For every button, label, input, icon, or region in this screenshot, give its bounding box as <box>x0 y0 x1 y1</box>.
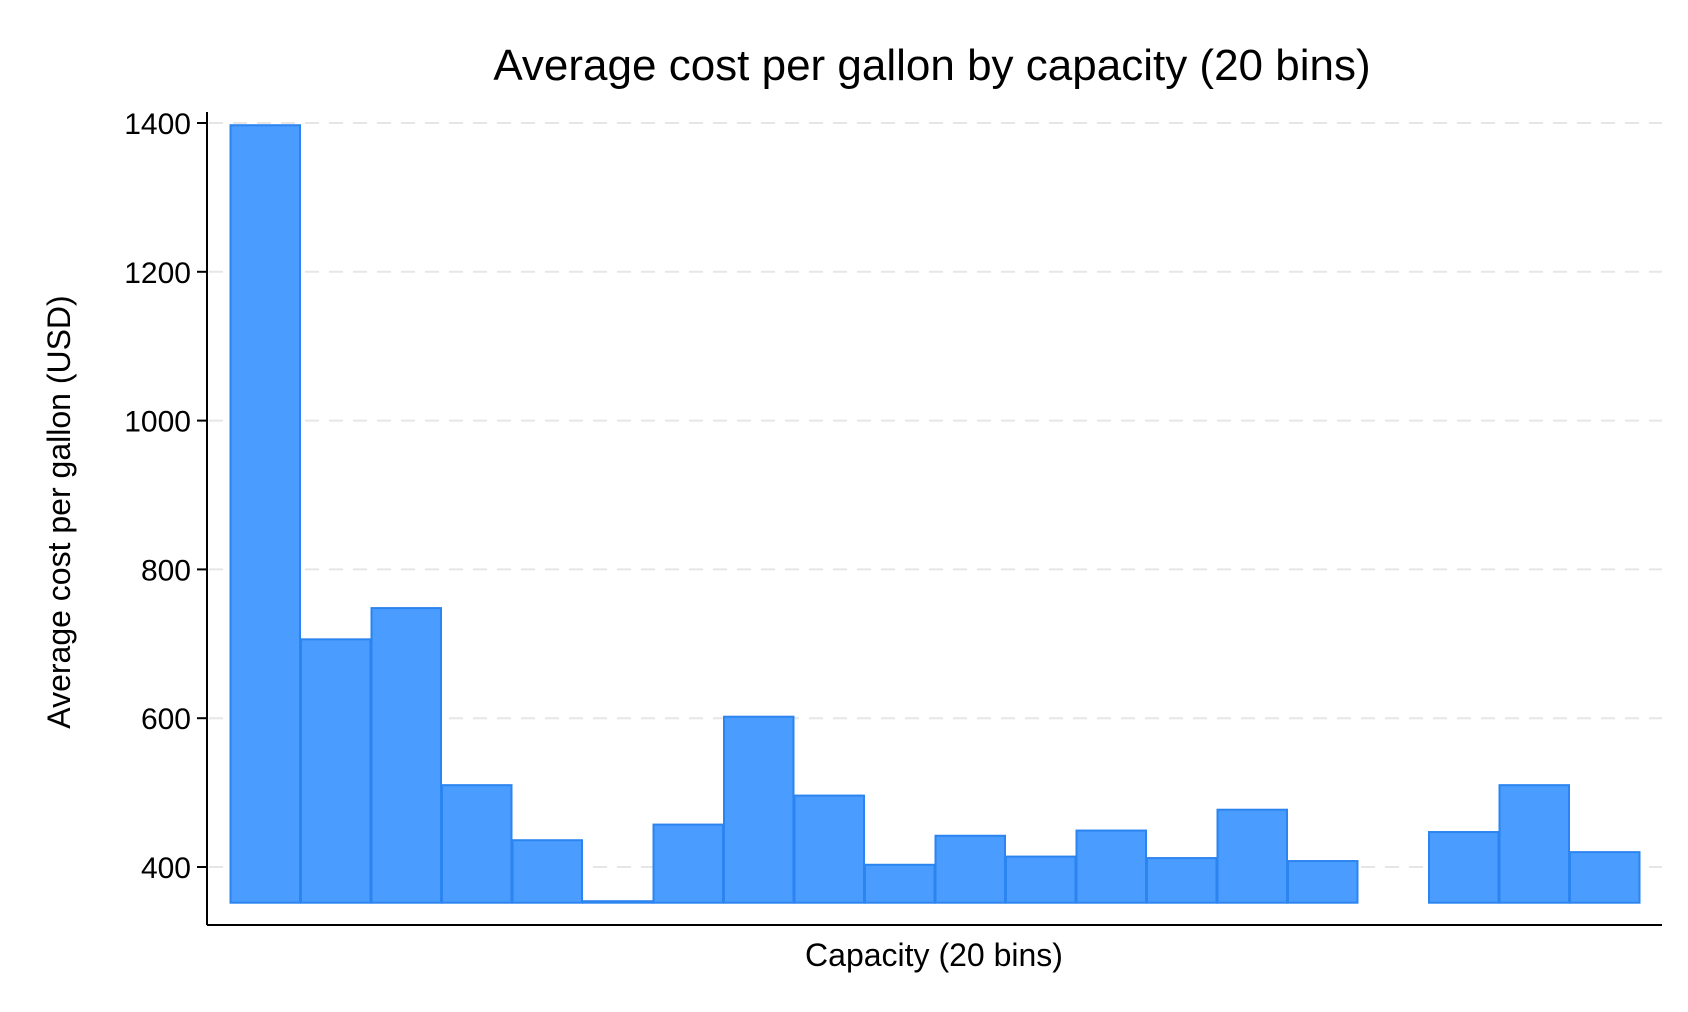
bar-9 <box>793 794 865 904</box>
bar-18 <box>1428 831 1500 904</box>
grid-lines <box>209 122 1662 868</box>
bar-16 <box>1287 860 1359 904</box>
chart-title: Average cost per gallon by capacity (20 … <box>493 41 1370 90</box>
y-axis-label: Average cost per gallon (USD) <box>41 295 77 728</box>
y-tick-label-600: 600 <box>141 703 191 736</box>
bar-8 <box>723 715 795 904</box>
y-ticks: 400 600 800 1000 1200 1400 <box>124 108 207 885</box>
bar-19 <box>1498 784 1570 904</box>
y-tick-label-800: 800 <box>141 554 191 587</box>
bar-10 <box>864 863 936 904</box>
bar-6 <box>582 900 654 904</box>
bar-15 <box>1216 808 1288 904</box>
x-axis-label: Capacity (20 bins) <box>805 937 1063 973</box>
axes <box>206 112 1662 926</box>
bar-20 <box>1569 851 1641 904</box>
y-tick-label-1200: 1200 <box>124 257 191 290</box>
y-tick-label-400: 400 <box>141 852 191 885</box>
y-tick-label-1400: 1400 <box>124 108 191 141</box>
bar-2 <box>300 638 372 904</box>
bars <box>229 124 1641 904</box>
bar-4 <box>441 784 513 904</box>
bar-13 <box>1075 829 1147 904</box>
bar-5 <box>511 839 583 904</box>
bar-7 <box>652 823 724 904</box>
bar-12 <box>1005 855 1077 904</box>
bar-1 <box>229 124 301 904</box>
bar-14 <box>1146 857 1218 904</box>
bar-11 <box>934 834 1006 904</box>
bar-3 <box>370 607 442 904</box>
y-tick-label-1000: 1000 <box>124 406 191 439</box>
